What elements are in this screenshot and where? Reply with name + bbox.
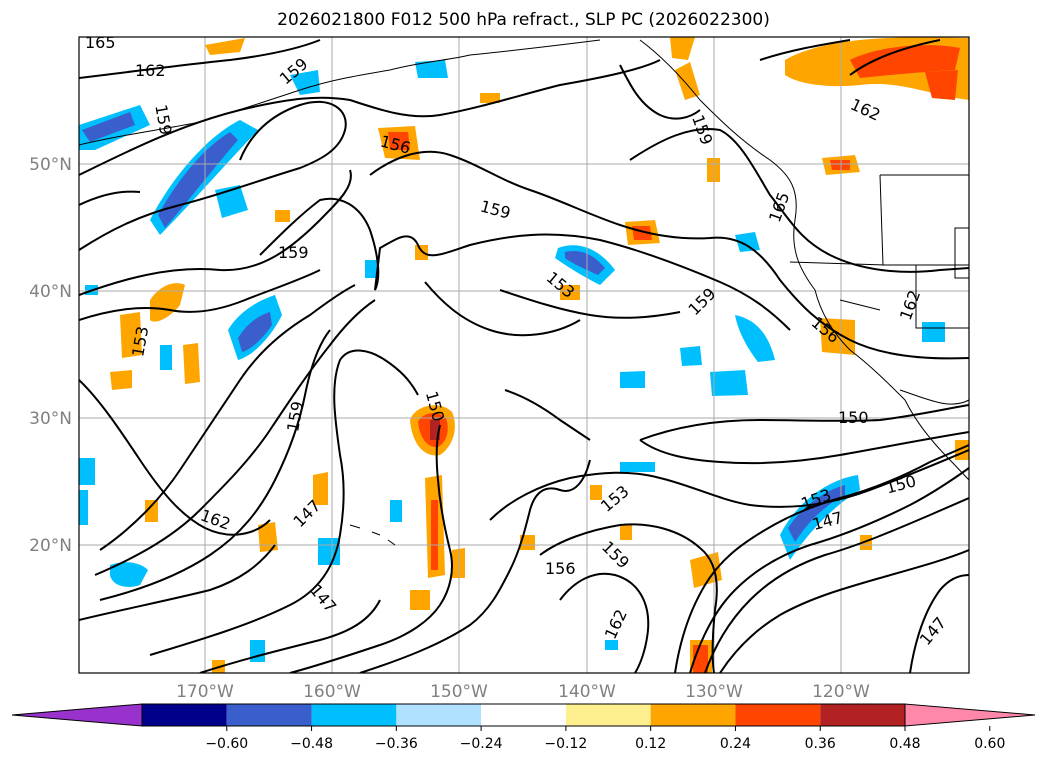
colorbar-tick-label: 0.12: [635, 736, 666, 752]
colorbar-segment: [396, 704, 482, 726]
lon-tick-160w: 160°W: [303, 682, 361, 702]
lat-tick-50n: 50°N: [29, 155, 72, 175]
map-area: [79, 37, 969, 673]
lat-tick-20n: 20°N: [29, 536, 72, 556]
colorbar-tick-label: 0.48: [889, 736, 920, 752]
colorbar: −0.60 −0.48 −0.36 −0.24 −0.12 0.12 0.24 0.36 0.4…: [11, 703, 1036, 752]
colorbar-segment: [820, 704, 905, 726]
colorbar-tick-label: −0.36: [375, 736, 418, 752]
lon-tick-120w: 120°W: [812, 682, 870, 702]
contour-label-165: 165: [85, 33, 116, 52]
colorbar-segment: [311, 704, 397, 726]
colorbar-segment: [226, 704, 312, 726]
colorbar-segment: [481, 704, 566, 726]
colorbar-segment: [650, 704, 736, 726]
colorbar-tick-label: −0.12: [544, 736, 587, 752]
map-border: [78, 36, 970, 674]
lon-tick-150w: 150°W: [430, 682, 488, 702]
lon-axis: 170°W 160°W 150°W 140°W 130°W 120°W: [176, 682, 870, 702]
colorbar-tick-label: 0.24: [720, 736, 751, 752]
colorbar-tick-label: −0.24: [460, 736, 503, 752]
lon-tick-130w: 130°W: [685, 682, 743, 702]
slp-contours: [79, 39, 969, 673]
coastlines: [79, 39, 969, 546]
contour-label-156b: 156: [545, 559, 576, 578]
colorbar-tick-label: 0.60: [974, 736, 1005, 752]
lat-tick-30n: 30°N: [29, 409, 72, 429]
colorbar-outline: [141, 703, 906, 727]
gridlines: [79, 37, 969, 673]
colorbar-tick-label: −0.60: [205, 736, 248, 752]
lon-tick-140w: 140°W: [558, 682, 616, 702]
colorbar-segment: [565, 704, 651, 726]
colorbar-extend-high: [904, 703, 1036, 727]
colorbar-segment: [735, 704, 821, 726]
colorbar-tick-label: −0.48: [290, 736, 333, 752]
contour-label-150b: 150: [838, 408, 869, 427]
lat-tick-40n: 40°N: [29, 282, 72, 302]
contour-label-159c: 159: [278, 243, 309, 262]
colorbar-tick-label: 0.36: [805, 736, 836, 752]
lon-tick-170w: 170°W: [176, 682, 234, 702]
colorbar-segment: [142, 704, 227, 726]
colorbar-extend-low: [11, 703, 143, 727]
map-title: 2026021800 F012 500 hPa refract., SLP PC…: [277, 10, 770, 30]
shaded-anomalies: [79, 37, 969, 673]
contour-label-162: 162: [135, 61, 166, 80]
lat-axis: 50°N 40°N 30°N 20°N: [29, 155, 72, 556]
